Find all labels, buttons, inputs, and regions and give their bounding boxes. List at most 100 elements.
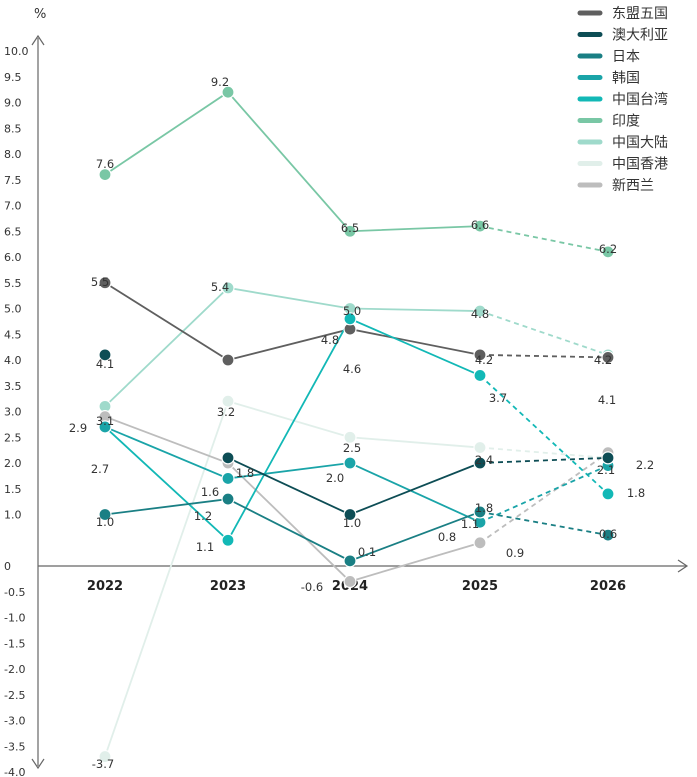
data-label: 0.8 bbox=[438, 530, 456, 544]
data-label: 2.5 bbox=[343, 441, 361, 455]
series-points bbox=[98, 85, 615, 764]
series-line-forecast bbox=[479, 353, 609, 359]
data-label: 4.8 bbox=[321, 333, 339, 347]
series-point bbox=[221, 451, 235, 465]
data-label: 9.2 bbox=[211, 75, 229, 89]
series-line-actual bbox=[104, 317, 481, 542]
data-label: 2.1 bbox=[597, 463, 615, 477]
data-label: 6.5 bbox=[341, 221, 359, 235]
data-label: 6.6 bbox=[471, 218, 489, 232]
series-point bbox=[601, 528, 615, 542]
y-tick-label: 8.5 bbox=[4, 122, 22, 135]
data-label: 2.4 bbox=[475, 453, 493, 467]
series-line-forecast bbox=[479, 225, 609, 253]
y-tick-label: 2.5 bbox=[4, 431, 22, 444]
series-point bbox=[473, 440, 487, 455]
data-label: 5.5 bbox=[91, 275, 109, 289]
series-line-actual bbox=[104, 91, 481, 233]
y-tick-label: -2.0 bbox=[4, 663, 25, 676]
y-tick-label: 1.0 bbox=[4, 509, 22, 522]
series-point bbox=[221, 281, 235, 295]
series-point bbox=[343, 312, 357, 326]
legend-label: 新西兰 bbox=[612, 178, 654, 194]
series-point bbox=[343, 224, 357, 238]
series-line-actual bbox=[104, 415, 481, 583]
series-point bbox=[98, 276, 112, 290]
data-label: 0.6 bbox=[599, 527, 617, 541]
series-line-actual bbox=[104, 498, 481, 562]
x-category-label: 2025 bbox=[462, 579, 498, 594]
series-line-actual bbox=[104, 426, 481, 524]
data-label: -3.7 bbox=[92, 757, 114, 771]
data-label: 3.1 bbox=[96, 414, 114, 428]
series-line-actual bbox=[104, 286, 481, 407]
y-axis-arrow-top bbox=[31, 34, 45, 46]
series-line-forecast bbox=[479, 451, 609, 544]
legend-label: 日本 bbox=[612, 49, 640, 65]
series-point bbox=[343, 430, 357, 444]
series-point bbox=[98, 420, 112, 434]
series-point bbox=[601, 487, 615, 501]
x-category-label: 2022 bbox=[87, 579, 123, 594]
y-tick-label: 7.0 bbox=[4, 200, 22, 213]
y-tick-label: -3.5 bbox=[4, 740, 25, 753]
y-tick-label: 6.5 bbox=[4, 225, 22, 238]
legend-label: 印度 bbox=[612, 114, 640, 130]
data-label: 0.9 bbox=[506, 546, 524, 560]
series-point bbox=[473, 304, 487, 318]
series-line-forecast bbox=[479, 511, 609, 536]
data-label: 4.8 bbox=[471, 307, 489, 321]
data-label: 3.2 bbox=[217, 405, 235, 419]
y-unit-label: % bbox=[34, 7, 46, 22]
series-point bbox=[98, 507, 112, 522]
series-point bbox=[343, 574, 357, 589]
y-tick-label: 6.0 bbox=[4, 251, 22, 264]
y-tick-labels: 10.0 9.5 9.0 8.5 8.0 7.5 7.0 6.5 6.0 5.5 5.0 4.5 4.0… bbox=[4, 45, 29, 777]
series-line-actual bbox=[104, 281, 481, 361]
series-point bbox=[221, 533, 235, 547]
series-line-forecast bbox=[479, 374, 609, 495]
series-lines bbox=[104, 91, 609, 757]
y-tick-label: -0.5 bbox=[4, 586, 25, 599]
y-tick-label: -3.0 bbox=[4, 715, 25, 728]
data-label: 1.8 bbox=[475, 501, 493, 515]
data-label: 4.1 bbox=[96, 357, 114, 371]
data-label: 2.9 bbox=[69, 421, 87, 435]
y-tick-label: -1.0 bbox=[4, 612, 25, 625]
data-label: 4.6 bbox=[343, 362, 361, 376]
series-point bbox=[601, 245, 615, 259]
data-label: 3.7 bbox=[489, 391, 507, 405]
y-tick-label: -4.0 bbox=[4, 766, 25, 777]
data-label: 1.8 bbox=[627, 486, 645, 500]
series-point bbox=[221, 471, 235, 486]
data-label: 2.0 bbox=[326, 471, 344, 485]
data-label: 6.2 bbox=[599, 242, 617, 256]
data-label: 1.0 bbox=[96, 515, 114, 529]
data-label: 1.1 bbox=[196, 540, 214, 554]
legend-label: 中国香港 bbox=[612, 157, 668, 173]
y-tick-label: 2.0 bbox=[4, 457, 22, 470]
y-tick-label: 9.0 bbox=[4, 97, 22, 110]
x-category-label: 2026 bbox=[590, 579, 626, 594]
y-tick-label: 4.0 bbox=[4, 354, 22, 367]
series-point bbox=[221, 353, 235, 367]
data-label: 0.1 bbox=[358, 545, 376, 559]
series-line-forecast bbox=[479, 456, 609, 464]
legend-label: 韩国 bbox=[612, 71, 640, 87]
series-point bbox=[343, 507, 357, 522]
data-label: 1.6 bbox=[201, 485, 219, 499]
legend-label: 东盟五国 bbox=[612, 6, 668, 22]
y-tick-label: -2.5 bbox=[4, 689, 25, 702]
y-axis-arrow-bottom bbox=[31, 758, 45, 770]
series-line-forecast bbox=[479, 310, 609, 356]
series-line-forecast bbox=[479, 464, 609, 524]
y-tick-label: -1.5 bbox=[4, 637, 25, 650]
series-point bbox=[343, 554, 357, 568]
axes: % bbox=[31, 7, 689, 770]
y-tick-label: 7.5 bbox=[4, 174, 22, 187]
series-point bbox=[473, 219, 487, 233]
series-point bbox=[601, 451, 615, 465]
y-tick-label: 1.5 bbox=[4, 483, 22, 496]
